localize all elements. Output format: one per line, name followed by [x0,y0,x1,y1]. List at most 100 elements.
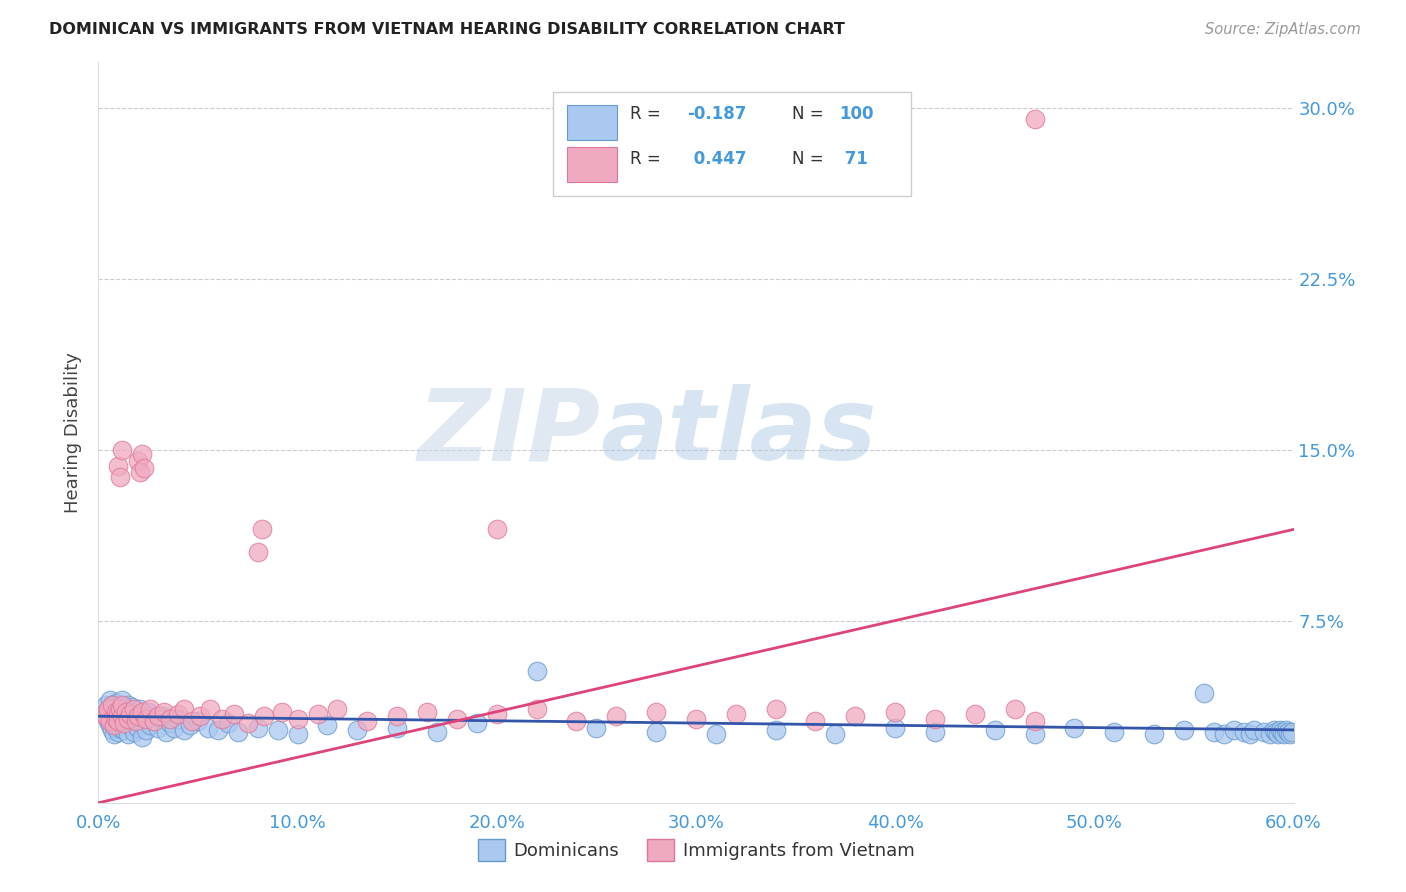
Point [884,705,907,719]
Point [96,698,118,712]
Point [163,721,186,735]
Point [1212,727,1234,741]
Point [136,705,159,719]
Point [446,712,468,726]
Point [485,706,508,721]
Point [134,709,156,723]
Point [105,721,128,735]
Point [135,723,157,737]
Text: R =: R = [630,150,666,168]
Point [101,709,124,723]
Point [150,709,173,723]
Point [1271,725,1294,739]
Point [765,702,787,716]
Point [125,706,148,721]
Point [685,712,707,726]
Point [844,709,866,723]
Point [465,716,488,731]
Point [115,705,138,719]
Point [211,712,233,726]
Point [416,705,439,719]
Point [485,523,508,537]
Point [724,706,747,721]
Point [1239,727,1261,741]
Text: 0.447: 0.447 [688,150,747,168]
Point [1024,112,1046,127]
Point [167,712,190,726]
Point [105,705,128,719]
Point [110,721,132,735]
Point [110,470,132,484]
Point [246,721,269,735]
Text: -0.187: -0.187 [688,105,747,123]
Text: R =: R = [630,105,666,123]
Text: 100: 100 [839,105,875,123]
Y-axis label: Hearing Disability: Hearing Disability [65,352,83,513]
Point [120,706,142,721]
Point [1258,727,1281,741]
Text: atlas: atlas [600,384,877,481]
Point [217,716,239,731]
Point [110,706,132,721]
Point [131,447,153,461]
Point [1173,723,1195,737]
Point [107,714,129,728]
Point [124,725,146,739]
Point [645,705,668,719]
Point [131,730,153,744]
Point [107,706,129,721]
Point [93,706,115,721]
Point [103,700,125,714]
Point [117,712,139,726]
Point [356,714,378,728]
Point [984,723,1007,737]
Point [307,706,329,721]
Point [111,702,134,716]
Point [121,700,143,714]
Point [148,709,170,723]
Point [1024,727,1046,741]
Text: DOMINICAN VS IMMIGRANTS FROM VIETNAM HEARING DISABILITY CORRELATION CHART: DOMINICAN VS IMMIGRANTS FROM VIETNAM HEA… [49,22,845,37]
Point [105,716,128,731]
Point [924,712,946,726]
FancyBboxPatch shape [567,104,617,140]
Point [1202,725,1225,739]
Point [1223,723,1246,737]
Point [1268,723,1291,737]
Point [139,718,162,732]
Point [1063,721,1085,735]
Point [111,698,134,712]
Point [167,706,190,721]
Point [111,718,134,732]
Point [181,714,204,728]
FancyBboxPatch shape [567,147,617,182]
Point [101,723,124,737]
Point [110,702,132,716]
Point [115,705,138,719]
Point [246,545,269,559]
Point [287,727,309,741]
Point [704,727,727,741]
Point [1263,723,1285,737]
Point [326,702,349,716]
Point [884,721,907,735]
Point [107,698,129,712]
Point [804,714,827,728]
Point [267,723,290,737]
Point [222,706,245,721]
Point [103,727,125,741]
Point [117,727,139,741]
Point [1024,714,1046,728]
Point [159,712,181,726]
Point [135,712,157,726]
Point [346,723,368,737]
Point [111,693,134,707]
Point [605,709,627,723]
Point [111,709,134,723]
Text: N =: N = [792,150,828,168]
FancyBboxPatch shape [553,92,911,195]
Point [129,702,152,716]
Point [173,702,195,716]
Point [127,721,149,735]
Point [112,723,135,737]
